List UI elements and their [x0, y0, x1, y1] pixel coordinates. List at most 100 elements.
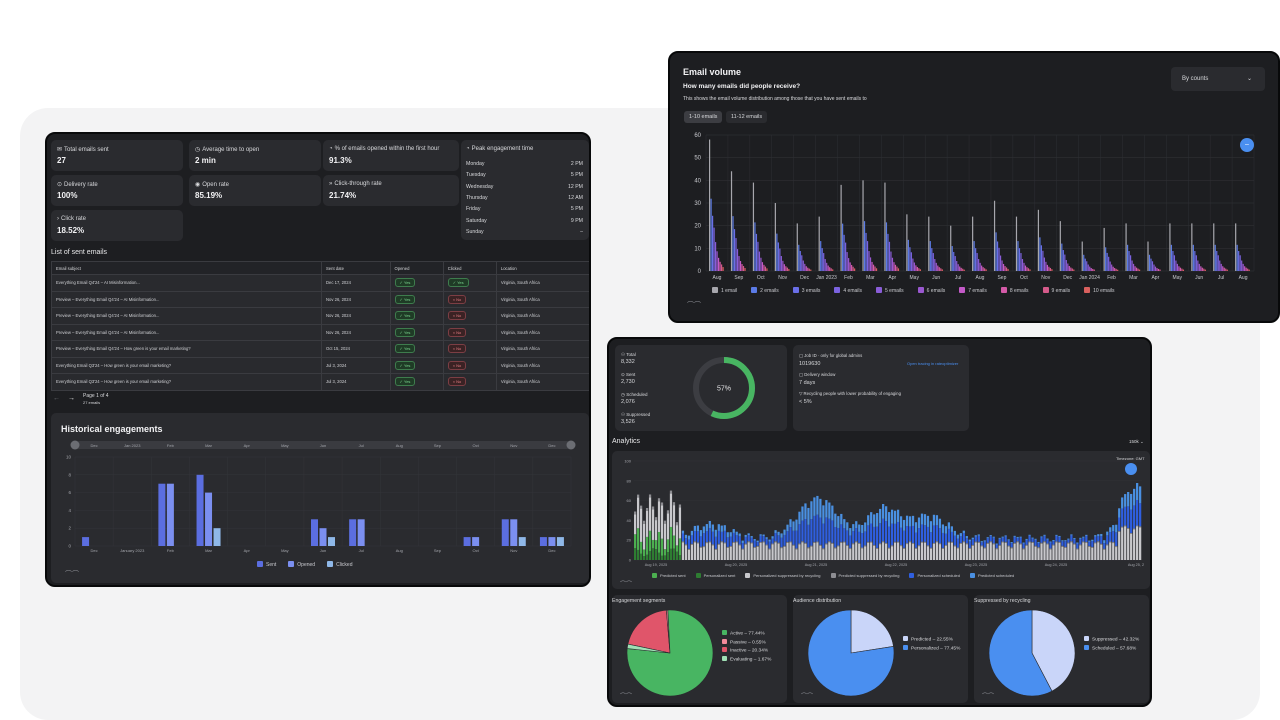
analytics-bar [1109, 527, 1112, 533]
next-page-arrow-icon[interactable]: → [68, 395, 75, 402]
bar-sent[interactable] [158, 483, 166, 546]
stat-label: Total emails sent [64, 147, 109, 153]
analytics-bar [684, 534, 688, 539]
pie-slice-scheduled[interactable] [988, 609, 1053, 697]
volume-bar [912, 258, 914, 271]
legend-item[interactable]: Opened [288, 561, 315, 568]
analytics-range-select[interactable]: 150k ⌄ [1129, 439, 1144, 444]
volume-bar [957, 264, 959, 271]
analytics-bar [702, 533, 705, 547]
legend-item[interactable]: Inactive – 20.34% [722, 647, 771, 656]
range-slider-handle-left[interactable] [70, 440, 80, 450]
legend-item[interactable]: 2 emails [751, 287, 779, 294]
job-link[interactable]: Open tracing in rateoptimizer [907, 361, 959, 366]
prev-page-arrow-icon[interactable]: ← [53, 395, 60, 402]
legend-item[interactable]: 6 emails [917, 287, 945, 294]
table-row[interactable]: Everything Email Q3'24 – How green is yo… [51, 356, 589, 374]
bar-sent[interactable] [349, 519, 357, 546]
analytics-bar [705, 542, 708, 544]
analytics-bar [810, 519, 813, 546]
legend-item[interactable]: Predicted – 22.55% [903, 636, 960, 645]
pie-slice-evaluating[interactable] [626, 643, 671, 654]
historical-engagements-chart: Dec Jan 2023 Feb Mar Apr May Jun Jul Aug Sep Oct No… [66, 440, 576, 553]
bar-opened[interactable] [510, 519, 518, 546]
table-row[interactable]: Everything Email Q4'24 – AI Misinformati… [51, 274, 589, 292]
legend-item[interactable]: Evaluating – 1.67% [722, 655, 771, 665]
legend-item[interactable]: 3 emails [792, 287, 820, 294]
analytics-bar [669, 526, 673, 549]
counts-dropdown[interactable]: By counts ⌄ [1171, 67, 1265, 91]
analytics-action-button[interactable] [1125, 463, 1137, 475]
analytics-bar [888, 526, 891, 548]
bar-opened[interactable] [166, 483, 174, 546]
legend-item[interactable]: Suppressed – 42.32% [1084, 636, 1139, 645]
analytics-bar [1130, 493, 1133, 510]
table-row[interactable]: Preview – Everything Email Q4'24 – AI Mi… [51, 307, 589, 325]
legend-item[interactable]: Personalized sent [695, 573, 735, 578]
bar-sent[interactable] [539, 537, 547, 546]
tab-11-12-emails[interactable]: 11-12 emails [726, 111, 768, 123]
table-row[interactable]: Preview – Everything Email Q4'24 – How g… [51, 340, 589, 358]
bar-sent[interactable] [463, 537, 471, 546]
legend-item[interactable]: 7 emails [959, 287, 987, 294]
volume-bar [1248, 269, 1250, 271]
bar-opened[interactable] [548, 537, 556, 546]
bar-sent[interactable] [82, 537, 90, 546]
legend-item[interactable]: Predicted suppressed by recycling [830, 573, 899, 578]
legend-item[interactable]: Sent [257, 561, 276, 568]
analytics-bar [899, 527, 903, 546]
pie-slice-inactive[interactable] [627, 609, 671, 654]
bar-sent[interactable] [196, 474, 204, 546]
bar-opened[interactable] [205, 492, 213, 546]
analytics-bar [992, 544, 995, 560]
legend-item[interactable]: 10 emails [1084, 287, 1115, 294]
legend-item[interactable]: Clicked [327, 561, 353, 568]
legend-item[interactable]: 9 emails [1042, 287, 1070, 294]
sent-date: Jul 3, 2024 [321, 356, 391, 374]
legend-item[interactable]: Predicted scheduled [969, 573, 1014, 578]
legend-item[interactable]: 8 emails [1000, 287, 1029, 294]
analytics-bar [911, 525, 915, 544]
analytics-bar [1085, 542, 1088, 560]
analytics-bar [834, 548, 837, 560]
table-row[interactable]: Everything Email Q3'24 – How green is yo… [51, 373, 589, 391]
legend-item[interactable]: Personalized scheduled [909, 573, 960, 578]
legend-item[interactable]: Predicted sent [652, 573, 686, 578]
bar-clicked[interactable] [328, 537, 335, 546]
tab-1-10-emails[interactable]: 1-10 emails [684, 111, 723, 123]
range-slider-handle-right[interactable] [566, 440, 576, 450]
bar-clicked[interactable] [213, 528, 221, 546]
bar-opened[interactable] [357, 519, 365, 546]
legend-item[interactable]: 4 emails [834, 287, 862, 294]
range-slider-track[interactable] [75, 441, 571, 449]
legend-item[interactable]: Passive – 0.55% [722, 638, 771, 648]
bar-opened[interactable] [319, 528, 327, 546]
legend-item[interactable]: 5 emails [876, 287, 904, 294]
table-row[interactable]: Preview – Everything Email Q4'24 – AI Mi… [51, 290, 589, 308]
legend-item[interactable]: Personalized – 77.45% [903, 644, 960, 654]
bar-clicked[interactable] [556, 537, 564, 546]
legend-item[interactable]: 1 email [712, 287, 737, 294]
bar-opened[interactable] [472, 537, 480, 546]
pie-slice-suppressed[interactable] [1031, 609, 1076, 692]
analytics-bar [732, 529, 735, 533]
analytics-bar [801, 541, 804, 543]
analytics-bar [1094, 536, 1097, 543]
analytics-bar [756, 540, 759, 543]
legend-item[interactable]: Personalized suppressed by recycling [745, 573, 821, 578]
bar-clicked[interactable] [518, 537, 526, 546]
analytics-bar [980, 542, 983, 546]
pie-slice-predicted[interactable] [850, 609, 894, 654]
chart-action-button[interactable]: – [1240, 138, 1254, 152]
legend-item[interactable]: Scheduled – 57.68% [1084, 644, 1139, 654]
legend-item[interactable]: Active – 77.44% [722, 630, 771, 639]
analytics-bar [672, 502, 676, 506]
table-row[interactable]: Preview – Everything Email Q4'24 – AI Mi… [51, 323, 589, 341]
analytics-bar [681, 541, 685, 543]
bar-sent[interactable] [311, 519, 318, 546]
analytics-bar [965, 543, 968, 545]
analytics-bar [693, 531, 697, 542]
bar-sent[interactable] [501, 519, 509, 546]
analytics-bar [992, 543, 995, 545]
pie-slice-personalized[interactable] [807, 609, 895, 697]
